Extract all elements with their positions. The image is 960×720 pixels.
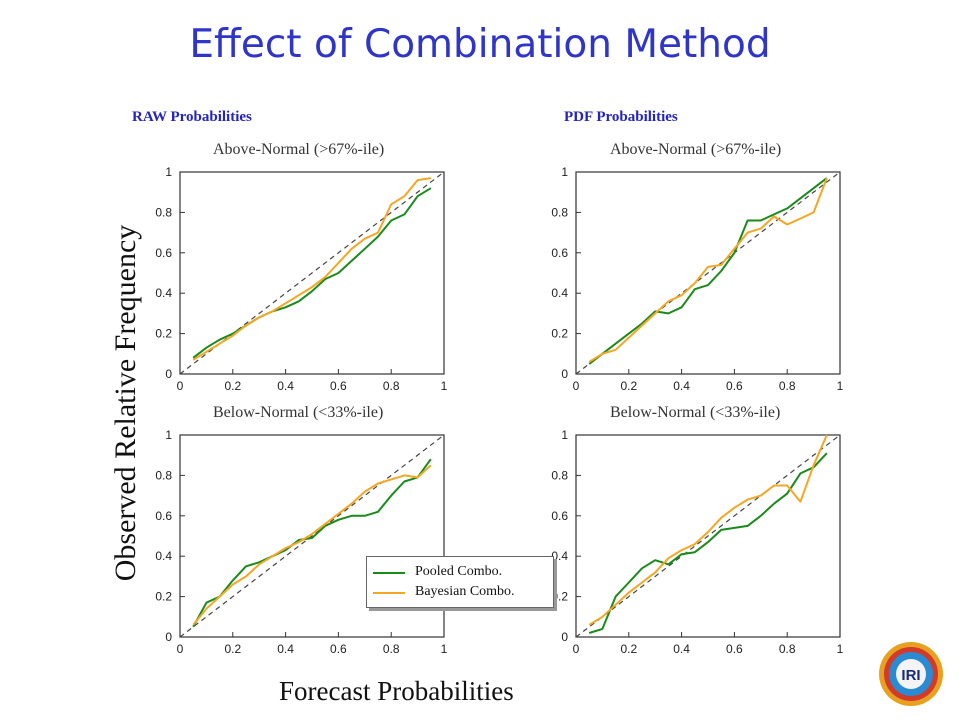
y-tick-label-pdf-below: 0.2	[551, 590, 568, 604]
x-tick-label-raw-below: 0.8	[383, 642, 400, 656]
y-tick-label-pdf-above: 0.6	[551, 246, 568, 260]
pooled-combo-line-raw-above	[192, 187, 432, 359]
panel-title-pdf-above: Above-Normal (>67%-ile)	[610, 141, 782, 158]
pooled-combo-line-pdf-below	[588, 452, 828, 634]
y-tick-label-pdf-above: 1	[561, 165, 568, 179]
y-tick-label-pdf-below: 0.8	[551, 468, 568, 482]
y-tick-label-raw-above: 1	[165, 165, 172, 179]
y-tick-label-raw-below: 0.2	[155, 590, 172, 604]
y-tick-label-pdf-above: 0.2	[551, 327, 568, 341]
logo-center	[896, 659, 926, 689]
pooled-combo-line-raw-below	[192, 458, 432, 628]
panel-title-raw-above: Above-Normal (>67%-ile)	[213, 141, 385, 158]
y-tick-label-pdf-above: 0	[561, 367, 568, 381]
legend-label-pooled: Pooled Combo.	[415, 564, 503, 579]
plot-frame-raw-above	[179, 171, 445, 375]
x-tick-label-raw-above: 0.8	[383, 379, 400, 393]
x-tick-label-raw-above: 0	[177, 379, 184, 393]
panel-title-pdf-below: Below-Normal (<33%-ile)	[610, 404, 781, 421]
diagonal-reference-raw-below	[179, 434, 445, 638]
x-tick-label-pdf-below: 0.6	[726, 642, 743, 656]
y-tick-label-pdf-above: 0.4	[551, 286, 568, 300]
bayesian-combo-line-pdf-below	[588, 434, 828, 626]
bayesian-combo-line-raw-above	[192, 177, 431, 361]
plot-frame-pdf-below	[575, 434, 841, 638]
y-tick-label-raw-below: 0.4	[155, 549, 172, 563]
x-tick-label-raw-above: 1	[441, 379, 448, 393]
x-tick-label-raw-below: 0.4	[277, 642, 294, 656]
x-tick-label-pdf-above: 0	[573, 379, 580, 393]
x-tick-label-raw-below: 1	[441, 642, 448, 656]
column-label-raw: RAW Probabilities	[132, 109, 252, 125]
legend-swatch-bayesian	[373, 592, 405, 594]
y-tick-label-pdf-above: 0.8	[551, 205, 568, 219]
x-tick-label-raw-below: 0.2	[224, 642, 241, 656]
x-tick-label-raw-below: 0.6	[330, 642, 347, 656]
x-tick-label-raw-above: 0.4	[277, 379, 294, 393]
x-tick-label-pdf-above: 0.6	[726, 379, 743, 393]
y-tick-label-pdf-below: 0.6	[551, 509, 568, 523]
panel-title-raw-below: Below-Normal (<33%-ile)	[213, 404, 384, 421]
bayesian-combo-line-raw-below	[192, 464, 432, 626]
legend-swatch-pooled	[373, 572, 405, 574]
x-tick-label-pdf-above: 0.2	[620, 379, 637, 393]
x-tick-label-pdf-below: 0.2	[620, 642, 637, 656]
y-tick-label-pdf-below: 1	[561, 428, 568, 442]
x-tick-label-raw-above: 0.6	[330, 379, 347, 393]
logo-text: IRI	[901, 667, 920, 684]
x-tick-label-pdf-above: 1	[837, 379, 844, 393]
x-tick-label-pdf-below: 0.4	[673, 642, 690, 656]
y-tick-label-raw-above: 0.8	[155, 205, 172, 219]
iri-logo: IRI	[879, 642, 943, 706]
x-tick-label-pdf-below: 0	[573, 642, 580, 656]
x-tick-label-pdf-below: 1	[837, 642, 844, 656]
y-tick-label-raw-below: 0.8	[155, 468, 172, 482]
y-tick-label-raw-above: 0.2	[155, 327, 172, 341]
y-tick-label-raw-above: 0	[165, 367, 172, 381]
pooled-combo-line-pdf-above	[588, 177, 828, 365]
y-tick-label-pdf-below: 0	[561, 630, 568, 644]
x-tick-label-raw-below: 0	[177, 642, 184, 656]
y-tick-label-pdf-below: 0.4	[551, 549, 568, 563]
plot-frame-raw-below	[179, 434, 445, 638]
column-label-pdf: PDF Probabilities	[564, 109, 678, 125]
x-tick-label-pdf-below: 0.8	[779, 642, 796, 656]
legend-label-bayesian: Bayesian Combo.	[415, 584, 515, 599]
diagonal-reference-pdf-below	[575, 434, 841, 638]
y-tick-label-raw-above: 0.4	[155, 286, 172, 300]
slide-title: Effect of Combination Method	[189, 22, 771, 67]
y-tick-label-raw-above: 0.6	[155, 246, 172, 260]
y-tick-label-raw-below: 0	[165, 630, 172, 644]
x-tick-label-pdf-above: 0.8	[779, 379, 796, 393]
legend: Pooled Combo. Bayesian Combo.	[366, 556, 554, 608]
y-tick-label-raw-below: 1	[165, 428, 172, 442]
x-tick-label-raw-above: 0.2	[224, 379, 241, 393]
x-tick-label-pdf-above: 0.4	[673, 379, 690, 393]
bayesian-combo-line-pdf-above	[588, 177, 828, 363]
x-axis-label: Forecast Probabilities	[279, 676, 514, 706]
plot-frame-pdf-above	[575, 171, 841, 375]
y-tick-label-raw-below: 0.6	[155, 509, 172, 523]
